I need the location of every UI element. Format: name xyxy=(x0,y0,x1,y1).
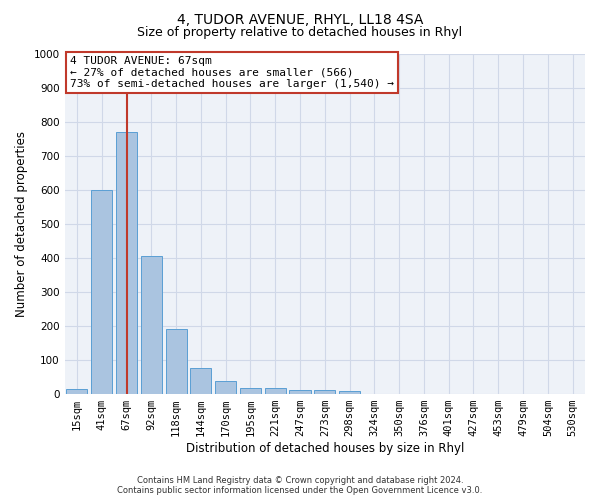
Bar xyxy=(141,256,162,394)
Text: Size of property relative to detached houses in Rhyl: Size of property relative to detached ho… xyxy=(137,26,463,39)
Y-axis label: Number of detached properties: Number of detached properties xyxy=(15,131,28,317)
Bar xyxy=(265,388,286,394)
Bar xyxy=(240,388,261,394)
Text: Contains HM Land Registry data © Crown copyright and database right 2024.
Contai: Contains HM Land Registry data © Crown c… xyxy=(118,476,482,495)
Bar xyxy=(289,390,311,394)
Bar xyxy=(67,389,88,394)
Bar xyxy=(314,390,335,394)
Bar xyxy=(166,330,187,394)
Bar xyxy=(91,190,112,394)
Bar xyxy=(190,368,211,394)
Bar xyxy=(339,392,360,394)
X-axis label: Distribution of detached houses by size in Rhyl: Distribution of detached houses by size … xyxy=(185,442,464,455)
Bar xyxy=(215,381,236,394)
Bar xyxy=(116,132,137,394)
Text: 4, TUDOR AVENUE, RHYL, LL18 4SA: 4, TUDOR AVENUE, RHYL, LL18 4SA xyxy=(177,12,423,26)
Text: 4 TUDOR AVENUE: 67sqm
← 27% of detached houses are smaller (566)
73% of semi-det: 4 TUDOR AVENUE: 67sqm ← 27% of detached … xyxy=(70,56,394,89)
